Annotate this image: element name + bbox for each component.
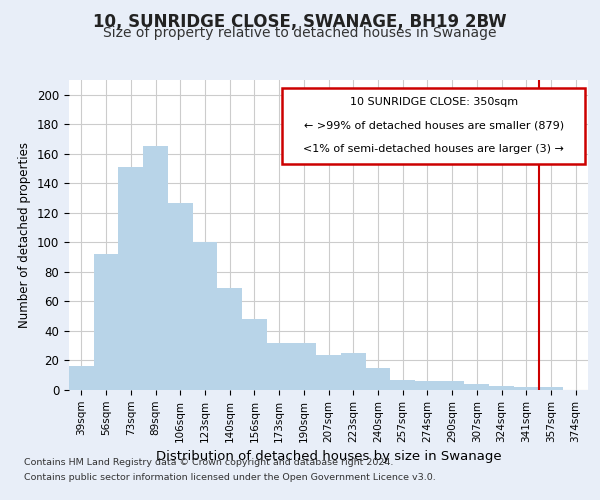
Bar	[539, 387, 563, 390]
Bar	[217, 288, 242, 390]
Bar	[489, 386, 514, 390]
Bar	[193, 242, 217, 390]
Bar	[440, 381, 464, 390]
Bar	[514, 387, 539, 390]
Bar	[316, 354, 341, 390]
Text: <1% of semi-detached houses are larger (3) →: <1% of semi-detached houses are larger (…	[303, 144, 564, 154]
Text: 10, SUNRIDGE CLOSE, SWANAGE, BH19 2BW: 10, SUNRIDGE CLOSE, SWANAGE, BH19 2BW	[93, 14, 507, 32]
Text: Contains public sector information licensed under the Open Government Licence v3: Contains public sector information licen…	[24, 473, 436, 482]
Bar	[365, 368, 390, 390]
Text: ← >99% of detached houses are smaller (879): ← >99% of detached houses are smaller (8…	[304, 120, 563, 130]
X-axis label: Distribution of detached houses by size in Swanage: Distribution of detached houses by size …	[155, 450, 502, 463]
Bar	[464, 384, 489, 390]
Bar	[390, 380, 415, 390]
Text: 10 SUNRIDGE CLOSE: 350sqm: 10 SUNRIDGE CLOSE: 350sqm	[350, 97, 518, 107]
Text: Contains HM Land Registry data © Crown copyright and database right 2024.: Contains HM Land Registry data © Crown c…	[24, 458, 394, 467]
Text: Size of property relative to detached houses in Swanage: Size of property relative to detached ho…	[103, 26, 497, 40]
FancyBboxPatch shape	[282, 88, 586, 164]
Bar	[267, 343, 292, 390]
Bar	[69, 366, 94, 390]
Bar	[94, 254, 118, 390]
Bar	[415, 381, 440, 390]
Y-axis label: Number of detached properties: Number of detached properties	[19, 142, 31, 328]
Bar	[341, 353, 365, 390]
Bar	[242, 319, 267, 390]
Bar	[118, 167, 143, 390]
Bar	[292, 343, 316, 390]
Bar	[168, 202, 193, 390]
Bar	[143, 146, 168, 390]
